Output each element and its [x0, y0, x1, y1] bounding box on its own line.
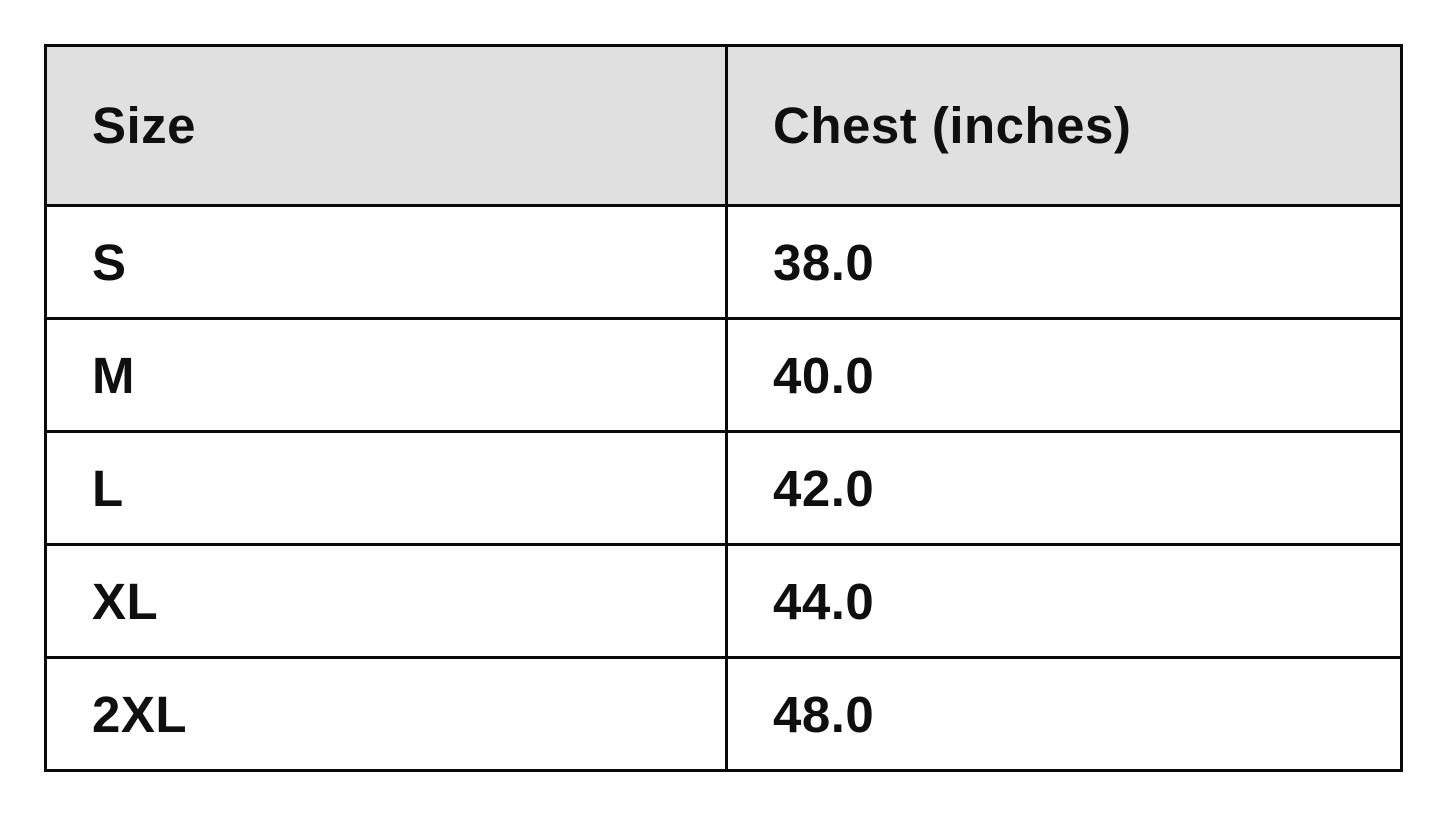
header-row: Size Chest (inches): [44, 44, 1403, 207]
table-row: 2XL 48.0: [44, 656, 1403, 772]
table-body: S 38.0 M 40.0 L 42.0 XL 44.0 2XL 48.0: [44, 204, 1403, 772]
chest-cell: 38.0: [725, 204, 1403, 320]
size-chart-table: Size Chest (inches) S 38.0 M 40.0 L 42.0…: [44, 44, 1403, 772]
size-chart-container: Size Chest (inches) S 38.0 M 40.0 L 42.0…: [44, 44, 1403, 772]
size-cell: 2XL: [44, 656, 728, 772]
table-header: Size Chest (inches): [44, 44, 1403, 207]
table-row: M 40.0: [44, 317, 1403, 433]
table-row: S 38.0: [44, 204, 1403, 320]
column-header-size: Size: [44, 44, 728, 207]
size-cell: M: [44, 317, 728, 433]
table-row: L 42.0: [44, 430, 1403, 546]
size-cell: L: [44, 430, 728, 546]
chest-cell: 42.0: [725, 430, 1403, 546]
table-row: XL 44.0: [44, 543, 1403, 659]
column-header-chest: Chest (inches): [725, 44, 1403, 207]
size-cell: S: [44, 204, 728, 320]
chest-cell: 48.0: [725, 656, 1403, 772]
size-cell: XL: [44, 543, 728, 659]
chest-cell: 44.0: [725, 543, 1403, 659]
chest-cell: 40.0: [725, 317, 1403, 433]
